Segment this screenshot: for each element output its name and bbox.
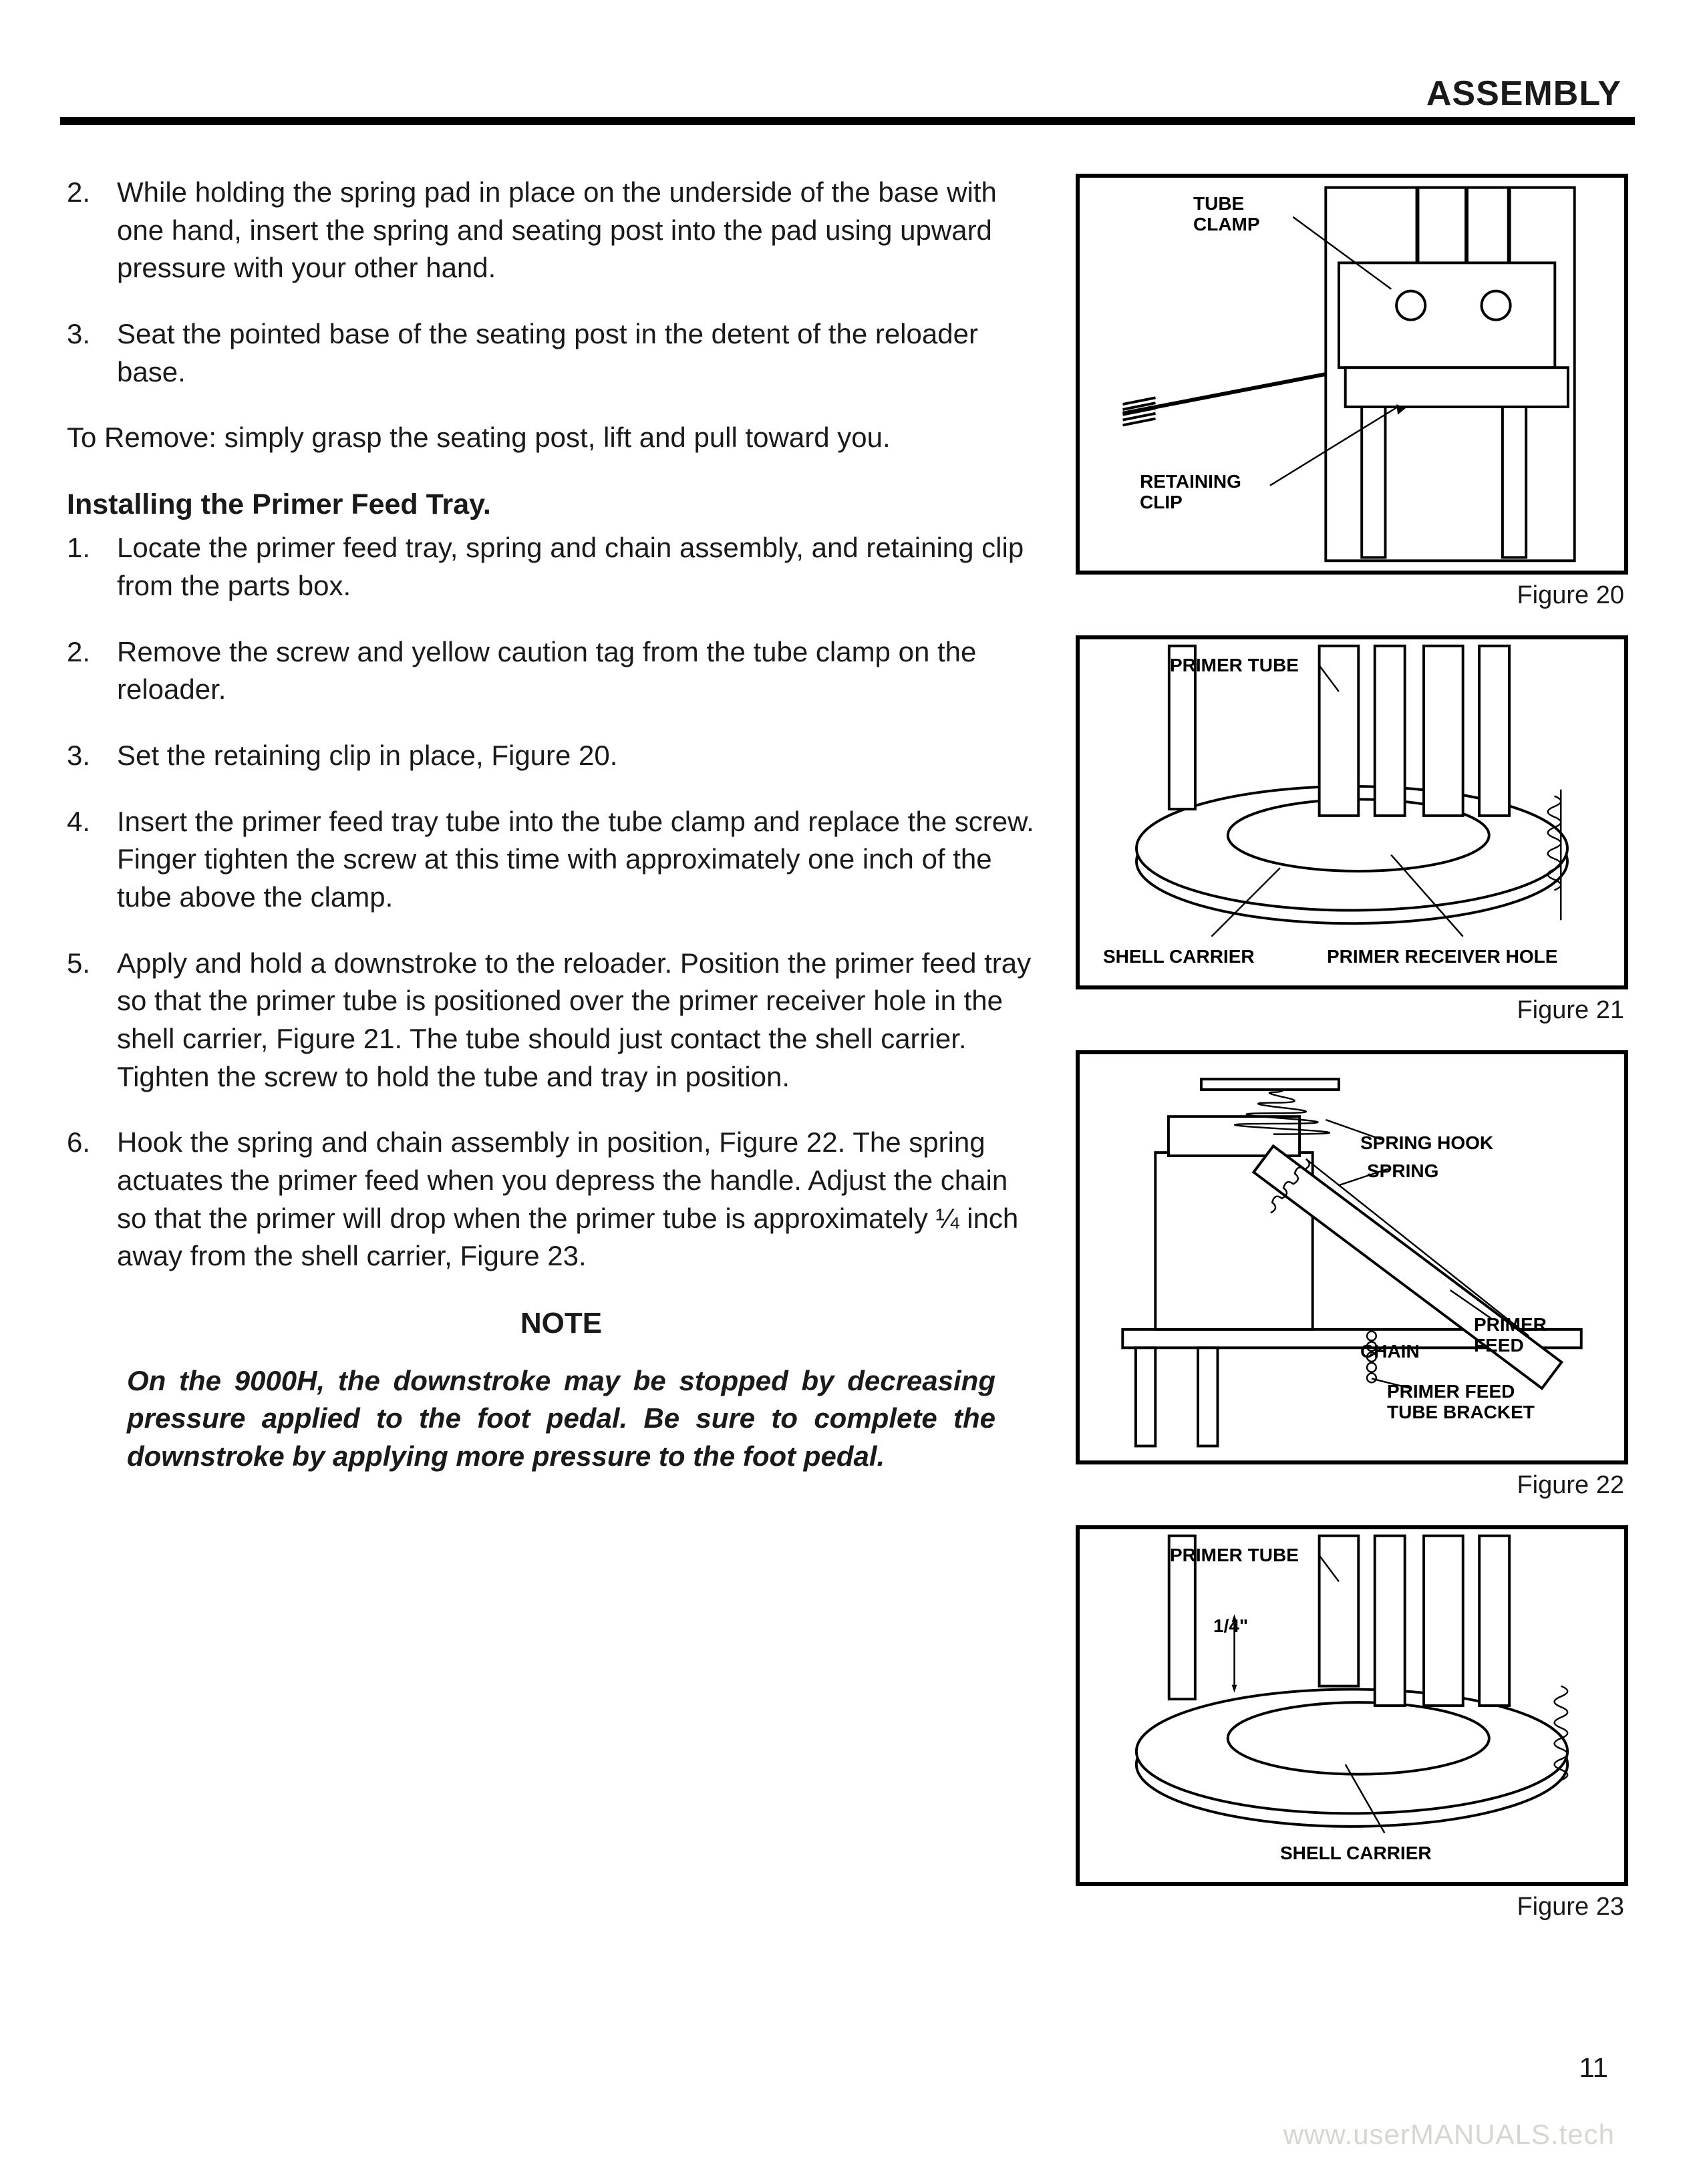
list-item: 1.Locate the primer feed tray, spring an…	[67, 529, 1036, 605]
figure-label: 1/4"	[1213, 1616, 1248, 1637]
item-text: Hook the spring and chain assembly in po…	[117, 1124, 1036, 1275]
note-body: On the 9000H, the downstroke may be stop…	[127, 1362, 995, 1476]
item-text: While holding the spring pad in place on…	[117, 174, 1036, 287]
item-number: 4.	[67, 803, 117, 917]
figure-label: PRIMER FEEDTUBE BRACKET	[1387, 1382, 1535, 1423]
remove-paragraph: To Remove: simply grasp the seating post…	[67, 419, 1036, 457]
figure-label: PRIMER TUBE	[1170, 655, 1299, 676]
list-item: 5.Apply and hold a downstroke to the rel…	[67, 945, 1036, 1096]
item-number: 3.	[67, 315, 117, 391]
item-number: 1.	[67, 529, 117, 605]
figure-svg	[1080, 639, 1624, 985]
item-number: 2.	[67, 633, 117, 709]
watermark: www.userMANUALS.tech	[1283, 2119, 1615, 2151]
figure-label: SPRING	[1367, 1161, 1438, 1182]
note-block: NOTE On the 9000H, the downstroke may be…	[67, 1303, 1036, 1475]
figure-label: RETAININGCLIP	[1140, 472, 1241, 513]
figure-22: SPRING HOOK SPRING PRIMERFEED CHAIN PRIM…	[1076, 1050, 1628, 1500]
main-text-column: 2. While holding the spring pad in place…	[67, 174, 1036, 1921]
item-text: Set the retaining clip in place, Figure …	[117, 737, 1036, 775]
list-item: 3. Seat the pointed base of the seating …	[67, 315, 1036, 391]
figure-label: PRIMER RECEIVER HOLE	[1327, 947, 1557, 967]
figure-svg	[1080, 1529, 1624, 1882]
figure-box: TUBECLAMP RETAININGCLIP	[1076, 174, 1628, 575]
figure-caption: Figure 23	[1076, 1893, 1628, 1921]
figure-label: SHELL CARRIER	[1103, 947, 1255, 967]
figure-svg	[1080, 1054, 1624, 1460]
figure-label: PRIMER TUBE	[1170, 1545, 1299, 1566]
figure-23: PRIMER TUBE 1/4" SHELL CARRIER Figure 23	[1076, 1525, 1628, 1921]
item-text: Insert the primer feed tray tube into th…	[117, 803, 1036, 917]
item-text: Locate the primer feed tray, spring and …	[117, 529, 1036, 605]
list-item: 2.Remove the screw and yellow caution ta…	[67, 633, 1036, 709]
list-item: 4.Insert the primer feed tray tube into …	[67, 803, 1036, 917]
figure-label: TUBECLAMP	[1193, 194, 1260, 235]
page-number: 11	[1579, 2052, 1608, 2084]
figure-label: SPRING HOOK	[1360, 1133, 1493, 1154]
figure-label: CHAIN	[1360, 1342, 1420, 1362]
figure-caption: Figure 22	[1076, 1471, 1628, 1500]
item-text: Apply and hold a downstroke to the reloa…	[117, 945, 1036, 1096]
figure-column: TUBECLAMP RETAININGCLIP Figure 20	[1076, 174, 1628, 1921]
figure-box: SPRING HOOK SPRING PRIMERFEED CHAIN PRIM…	[1076, 1050, 1628, 1464]
pre-list: 2. While holding the spring pad in place…	[67, 174, 1036, 391]
figure-21: PRIMER TUBE SHELL CARRIER PRIMER RECEIVE…	[1076, 635, 1628, 1025]
figure-label: PRIMERFEED	[1474, 1315, 1547, 1356]
item-number: 6.	[67, 1124, 117, 1275]
item-number: 2.	[67, 174, 117, 287]
figure-20: TUBECLAMP RETAININGCLIP Figure 20	[1076, 174, 1628, 610]
item-text: Remove the screw and yellow caution tag …	[117, 633, 1036, 709]
section-heading: Installing the Primer Feed Tray.	[67, 485, 1036, 524]
item-number: 5.	[67, 945, 117, 1096]
figure-box: PRIMER TUBE 1/4" SHELL CARRIER	[1076, 1525, 1628, 1886]
list-item: 2. While holding the spring pad in place…	[67, 174, 1036, 287]
item-text: Seat the pointed base of the seating pos…	[117, 315, 1036, 391]
figure-box: PRIMER TUBE SHELL CARRIER PRIMER RECEIVE…	[1076, 635, 1628, 989]
section-list: 1.Locate the primer feed tray, spring an…	[67, 529, 1036, 1275]
figure-caption: Figure 20	[1076, 581, 1628, 610]
list-item: 6.Hook the spring and chain assembly in …	[67, 1124, 1036, 1275]
note-title: NOTE	[127, 1303, 995, 1343]
list-item: 3.Set the retaining clip in place, Figur…	[67, 737, 1036, 775]
page-header-title: ASSEMBLY	[1426, 73, 1622, 114]
header-rule	[60, 117, 1635, 125]
figure-label: SHELL CARRIER	[1280, 1843, 1432, 1864]
figure-caption: Figure 21	[1076, 996, 1628, 1025]
item-number: 3.	[67, 737, 117, 775]
